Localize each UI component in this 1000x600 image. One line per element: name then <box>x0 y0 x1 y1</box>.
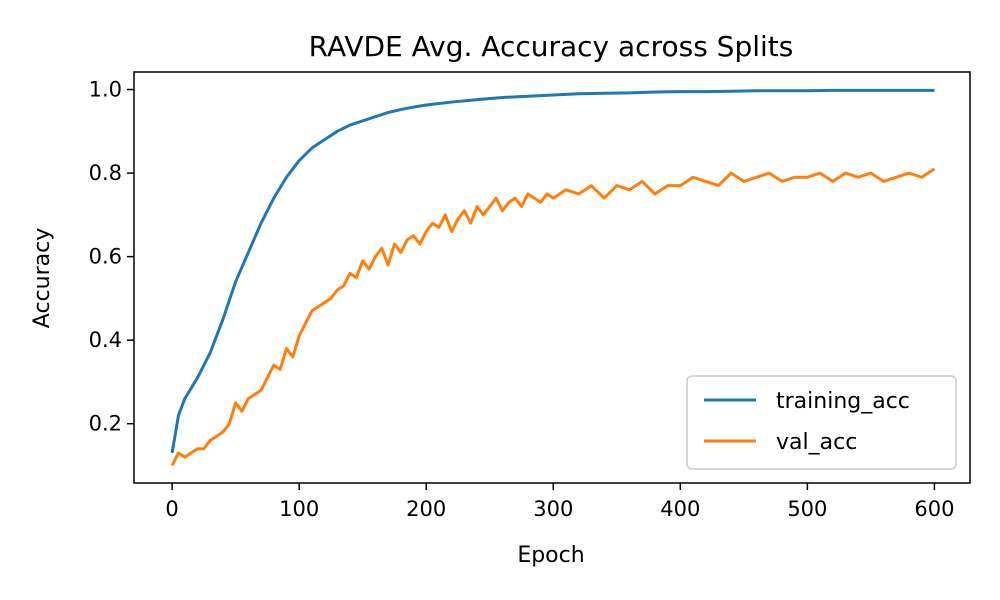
y-tick-label: 0.6 <box>89 245 122 269</box>
legend: training_acc val_acc <box>686 375 957 470</box>
x-axis-ticks: 0 100 200 300 400 500 600 <box>165 483 954 521</box>
y-tick-label: 1.0 <box>89 78 122 102</box>
y-tick-label: 0.4 <box>89 328 122 352</box>
x-tick-label: 100 <box>279 497 319 521</box>
chart-title: RAVDE Avg. Accuracy across Splits <box>309 30 794 63</box>
x-tick-label: 400 <box>660 497 700 521</box>
series-line-training-acc <box>170 88 935 454</box>
x-tick-label: 0 <box>165 497 178 521</box>
x-tick-label: 500 <box>787 497 827 521</box>
x-axis-label: Epoch <box>517 543 584 568</box>
y-tick-label: 0.8 <box>89 161 122 185</box>
x-tick-label: 600 <box>914 497 954 521</box>
legend-label-training-acc: training_acc <box>776 389 910 414</box>
y-axis-label: Accuracy <box>30 228 55 328</box>
x-tick-label: 300 <box>533 497 573 521</box>
x-tick-label: 200 <box>406 497 446 521</box>
series-layer <box>170 88 936 467</box>
y-tick-label: 0.2 <box>89 412 122 436</box>
plot-frame <box>133 71 971 484</box>
y-axis-ticks: 0.2 0.4 0.6 0.8 1.0 <box>89 78 134 436</box>
legend-label-val-acc: val_acc <box>776 430 857 455</box>
series-line-val-acc <box>170 167 936 467</box>
